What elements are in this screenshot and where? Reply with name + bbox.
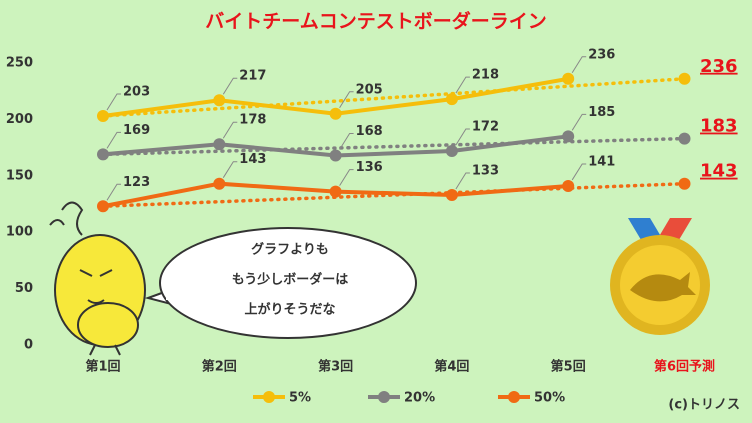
- data-label: 178: [239, 113, 266, 128]
- point: [213, 94, 226, 107]
- leader-line: [455, 172, 470, 190]
- leader-line: [222, 77, 238, 95]
- x-tick-label: 第5回: [551, 359, 586, 375]
- x-tick-label: 第4回: [434, 359, 469, 375]
- point: [329, 185, 342, 198]
- data-label: 168: [356, 124, 383, 139]
- data-label: 185: [588, 105, 615, 120]
- y-tick-label: 150: [6, 168, 33, 183]
- forecast-point: [678, 132, 691, 145]
- legend-marker: [263, 391, 275, 403]
- point: [562, 130, 575, 143]
- leader-line: [222, 121, 238, 139]
- speech-text: もう少しボーダーは: [232, 272, 349, 288]
- point: [329, 107, 342, 120]
- x-tick-label: 第2回: [202, 359, 237, 375]
- x-tick-label: 第6回予測: [654, 359, 715, 375]
- data-label: 169: [123, 123, 150, 138]
- data-label: 141: [588, 154, 615, 169]
- chick: [49, 201, 146, 356]
- forecast-label: 183: [700, 116, 738, 137]
- legend-label: 20%: [404, 391, 435, 406]
- medal: [610, 218, 710, 335]
- x-tick-label: 第3回: [318, 359, 353, 375]
- point: [562, 179, 575, 192]
- leader-line: [455, 76, 470, 94]
- point: [97, 200, 109, 213]
- legend-label: 50%: [534, 391, 565, 406]
- chart-title: バイトチームコンテストボーダーライン: [205, 10, 546, 33]
- data-label: 236: [588, 47, 615, 62]
- speech-text: グラフよりも: [251, 242, 329, 258]
- forecast-point: [678, 72, 691, 85]
- forecast-label: 143: [700, 161, 738, 182]
- point: [445, 144, 458, 157]
- y-tick-label: 200: [6, 112, 33, 127]
- leader-line: [339, 169, 354, 186]
- leader-line: [106, 183, 121, 201]
- leader-line: [571, 113, 587, 131]
- y-tick-label: 0: [24, 338, 33, 353]
- point: [97, 110, 109, 123]
- trend-line: [101, 77, 687, 118]
- legend-marker: [508, 391, 520, 403]
- legend-marker: [378, 391, 390, 403]
- point: [445, 188, 458, 201]
- data-label: 203: [123, 85, 150, 100]
- leader-line: [106, 131, 121, 149]
- point: [97, 148, 109, 161]
- data-label: 218: [472, 68, 499, 83]
- data-label: 136: [356, 160, 383, 175]
- leader-line: [339, 132, 354, 150]
- trend-line: [101, 136, 687, 157]
- data-label: 123: [123, 175, 150, 190]
- point: [329, 149, 342, 162]
- data-label: 217: [239, 69, 266, 84]
- speech-bubble: [144, 227, 417, 339]
- data-label: 172: [472, 119, 499, 134]
- leader-line: [571, 56, 587, 74]
- data-label: 133: [472, 163, 499, 178]
- leader-line: [571, 163, 587, 181]
- credit: (c)トリノス: [668, 398, 740, 413]
- data-label: 143: [239, 152, 266, 167]
- forecast-label: 236: [700, 56, 738, 77]
- data-label: 205: [356, 82, 383, 97]
- forecast-point: [678, 177, 691, 190]
- leader-line: [455, 128, 470, 146]
- trend-line: [101, 181, 687, 209]
- y-tick-label: 250: [6, 56, 33, 71]
- y-tick-label: 100: [6, 225, 33, 240]
- leader-line: [222, 161, 238, 178]
- point: [213, 138, 226, 151]
- point: [562, 72, 575, 85]
- point: [445, 93, 458, 106]
- y-tick-label: 50: [15, 281, 33, 296]
- legend-label: 5%: [289, 391, 311, 406]
- leader-line: [106, 93, 121, 111]
- leader-line: [339, 91, 354, 109]
- point: [213, 177, 226, 190]
- x-tick-label: 第1回: [85, 359, 120, 375]
- speech-text: 上がりそうだな: [244, 302, 335, 318]
